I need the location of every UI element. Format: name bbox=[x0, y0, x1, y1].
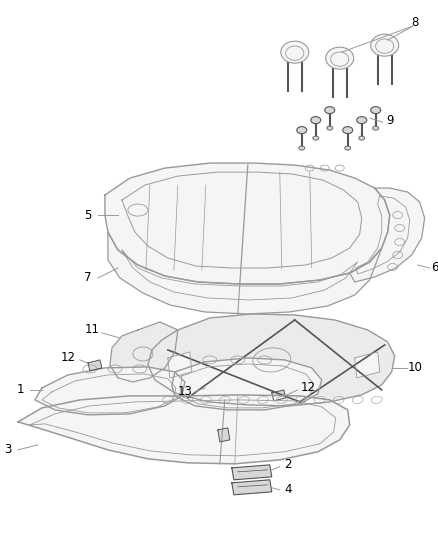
Polygon shape bbox=[172, 358, 322, 410]
Ellipse shape bbox=[359, 136, 365, 140]
Text: 6: 6 bbox=[431, 262, 438, 274]
Ellipse shape bbox=[325, 107, 335, 114]
Ellipse shape bbox=[327, 126, 333, 130]
Polygon shape bbox=[108, 232, 381, 314]
Polygon shape bbox=[272, 390, 286, 401]
Text: 7: 7 bbox=[84, 271, 92, 285]
Ellipse shape bbox=[311, 117, 321, 124]
Text: 8: 8 bbox=[411, 15, 418, 29]
Polygon shape bbox=[355, 352, 380, 378]
Text: 12: 12 bbox=[300, 382, 315, 394]
Text: 10: 10 bbox=[407, 361, 422, 374]
Ellipse shape bbox=[313, 136, 319, 140]
Text: 5: 5 bbox=[84, 208, 92, 222]
Polygon shape bbox=[105, 163, 390, 284]
Text: 9: 9 bbox=[386, 114, 393, 127]
Text: 11: 11 bbox=[85, 324, 99, 336]
Ellipse shape bbox=[343, 127, 353, 134]
Text: 12: 12 bbox=[60, 351, 75, 365]
Ellipse shape bbox=[281, 41, 309, 63]
Polygon shape bbox=[350, 188, 425, 282]
Polygon shape bbox=[35, 367, 185, 415]
Polygon shape bbox=[232, 465, 272, 480]
Ellipse shape bbox=[326, 47, 354, 69]
Polygon shape bbox=[232, 480, 272, 495]
Polygon shape bbox=[168, 352, 192, 378]
Ellipse shape bbox=[371, 34, 399, 56]
Text: 2: 2 bbox=[284, 458, 292, 471]
Polygon shape bbox=[148, 314, 395, 406]
Text: 13: 13 bbox=[177, 385, 192, 398]
Text: 4: 4 bbox=[284, 483, 292, 496]
Ellipse shape bbox=[297, 127, 307, 134]
Polygon shape bbox=[110, 322, 178, 382]
Polygon shape bbox=[218, 428, 230, 442]
Ellipse shape bbox=[373, 126, 379, 130]
Ellipse shape bbox=[357, 117, 367, 124]
Polygon shape bbox=[18, 395, 350, 464]
Ellipse shape bbox=[345, 146, 351, 150]
Text: 1: 1 bbox=[16, 383, 24, 397]
Ellipse shape bbox=[299, 146, 305, 150]
Text: 3: 3 bbox=[4, 443, 12, 456]
Ellipse shape bbox=[371, 107, 381, 114]
Polygon shape bbox=[88, 360, 102, 371]
